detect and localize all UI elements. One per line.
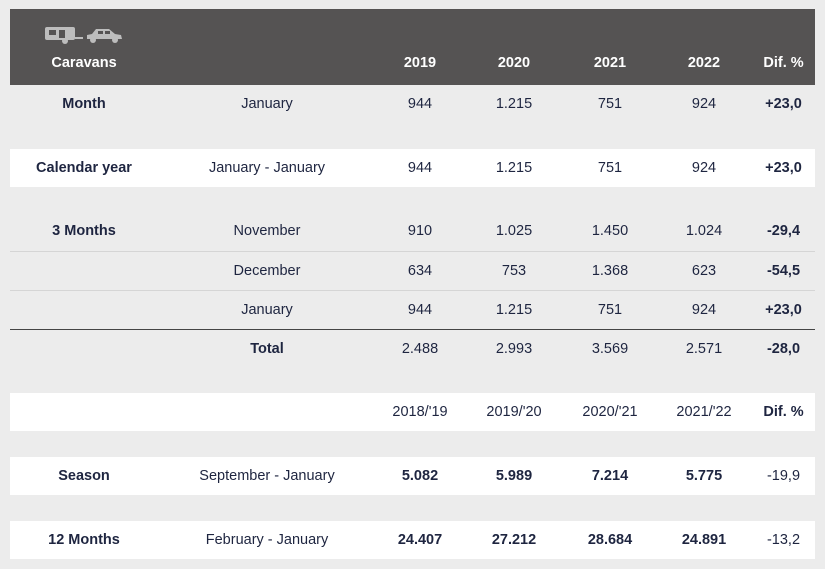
table-row-calendar-year: Calendar year January - January 944 1.21… [10, 149, 815, 187]
value-2022: 2.571 [685, 341, 723, 357]
value-2019: 944 [407, 160, 433, 176]
season-diff-label: Dif. % [763, 404, 804, 420]
value-2021: 751 [597, 302, 623, 318]
value-2018-19: 5.082 [401, 468, 439, 484]
value-2021-22: 5.775 [685, 468, 723, 484]
table-row-3-months-january: January 944 1.215 751 924 +23,0 [10, 290, 815, 329]
season-year-2018-19: 2018/'19 [392, 404, 448, 420]
season-year-2019-20: 2019/'20 [486, 404, 542, 420]
row-period: January - January [208, 160, 326, 176]
value-2021: 1.368 [591, 263, 629, 279]
value-diff: -13,2 [766, 532, 801, 548]
header-year-2021: 2021 [593, 55, 627, 71]
value-2021: 751 [597, 96, 623, 112]
value-2018-19: 24.407 [397, 532, 443, 548]
value-2021: 1.450 [591, 223, 629, 239]
value-2020: 2.993 [495, 341, 533, 357]
season-year-2020-21: 2020/'21 [582, 404, 638, 420]
season-year-2021-22: 2021/'22 [676, 404, 732, 420]
header-year-2019: 2019 [403, 55, 437, 71]
value-diff: -28,0 [766, 341, 801, 357]
value-2022: 623 [691, 263, 717, 279]
table-row-3-months-november: 3 Months November 910 1.025 1.450 1.024 … [10, 212, 815, 250]
row-label: 3 Months [52, 223, 116, 239]
table-row-3-months-total: Total 2.488 2.993 3.569 2.571 -28,0 [10, 329, 815, 368]
value-2022: 1.024 [685, 223, 723, 239]
value-2019: 634 [407, 263, 433, 279]
table-row-12-months: 12 Months February - January 24.407 27.2… [10, 521, 815, 559]
row-label: Season [58, 468, 110, 484]
table-row-month: Month January 944 1.215 751 924 +23,0 [10, 85, 815, 123]
table-row-season: Season September - January 5.082 5.989 7… [10, 457, 815, 495]
header-year-2022: 2022 [687, 55, 721, 71]
value-2020-21: 28.684 [587, 532, 633, 548]
table-header: Caravans 2019 2020 2021 2022 Dif. % [10, 9, 815, 85]
value-diff: +23,0 [765, 160, 802, 176]
row-period: January [241, 96, 293, 112]
table-row-3-months-december: December 634 753 1.368 623 -54,5 [10, 251, 815, 290]
header-label: Caravans [51, 55, 117, 71]
caravan-icon [45, 27, 83, 44]
value-2022: 924 [691, 160, 717, 176]
row-period: December [233, 263, 301, 279]
row-period: November [233, 223, 301, 239]
value-2021-22: 24.891 [681, 532, 727, 548]
value-2019-20: 5.989 [495, 468, 533, 484]
row-label: Calendar year [36, 160, 132, 176]
row-label: Month [62, 96, 106, 112]
value-2019-20: 27.212 [491, 532, 537, 548]
value-diff: -19,9 [766, 468, 801, 484]
header-diff: Dif. % [763, 55, 804, 71]
row-period: January [241, 302, 293, 318]
value-diff: +23,0 [765, 302, 802, 318]
value-diff: -29,4 [766, 223, 801, 239]
value-diff: -54,5 [766, 263, 801, 279]
value-diff: +23,0 [765, 96, 802, 112]
value-2020-21: 7.214 [591, 468, 629, 484]
row-period: September - January [199, 468, 335, 484]
value-2019: 910 [407, 223, 433, 239]
value-2020: 1.215 [495, 96, 533, 112]
value-2019: 2.488 [401, 341, 439, 357]
value-2019: 944 [407, 96, 433, 112]
value-2020: 1.025 [495, 223, 533, 239]
value-2022: 924 [691, 302, 717, 318]
header-year-2020: 2020 [497, 55, 531, 71]
value-2020: 1.215 [495, 302, 533, 318]
value-2022: 924 [691, 96, 717, 112]
row-label: 12 Months [48, 532, 120, 548]
value-2019: 944 [407, 302, 433, 318]
car-icon [87, 29, 122, 43]
season-header-row: 2018/'19 2019/'20 2020/'21 2021/'22 Dif.… [10, 393, 815, 431]
value-2021: 3.569 [591, 341, 629, 357]
value-2020: 1.215 [495, 160, 533, 176]
value-2020: 753 [501, 263, 527, 279]
row-period: February - January [205, 532, 329, 548]
vehicle-icons [45, 27, 122, 44]
value-2021: 751 [597, 160, 623, 176]
row-total-label: Total [250, 341, 284, 357]
